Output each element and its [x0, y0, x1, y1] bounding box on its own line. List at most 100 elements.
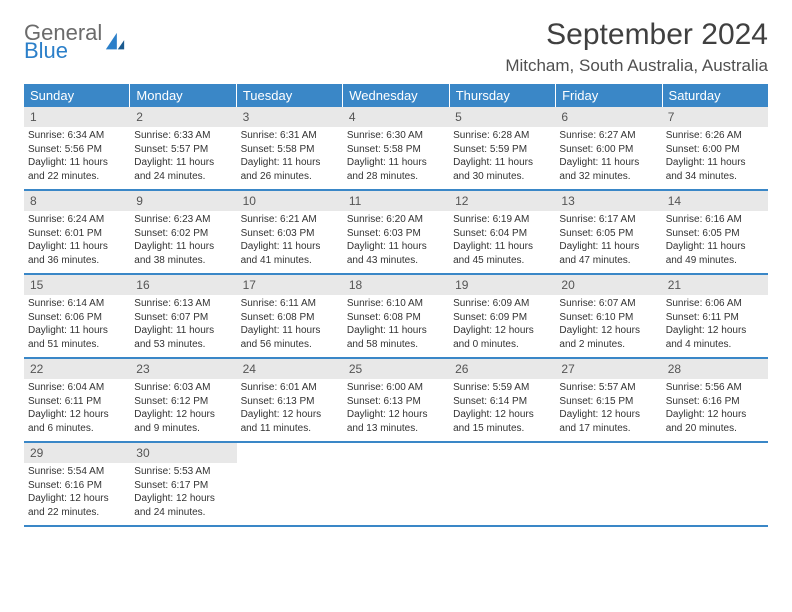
day-cell: 9 Sunrise: 6:23 AMSunset: 6:02 PMDaylight… [130, 191, 236, 273]
day-number: 16 [130, 275, 236, 295]
day-info-line: Sunset: 6:02 PM [134, 227, 232, 241]
day-info-line: and 49 minutes. [666, 254, 764, 268]
day-number: 30 [130, 443, 236, 463]
day-cell: 15Sunrise: 6:14 AMSunset: 6:06 PMDayligh… [24, 275, 130, 357]
day-info-line: Sunset: 6:16 PM [28, 479, 126, 493]
day-info-line: and 17 minutes. [559, 422, 657, 436]
day-info-line: Sunset: 6:01 PM [28, 227, 126, 241]
day-number: 26 [449, 359, 555, 379]
day-info-line: Sunrise: 6:06 AM [666, 297, 764, 311]
day-info-line: Daylight: 11 hours [28, 324, 126, 338]
day-info-line: and 45 minutes. [453, 254, 551, 268]
day-cell: 30Sunrise: 5:53 AMSunset: 6:17 PMDayligh… [130, 443, 236, 525]
day-number: 20 [555, 275, 661, 295]
day-info-line: Sunset: 6:03 PM [347, 227, 445, 241]
day-info-line: Sunset: 6:11 PM [666, 311, 764, 325]
week-row: 8Sunrise: 6:24 AMSunset: 6:01 PMDaylight… [24, 191, 768, 275]
day-info-line: Daylight: 12 hours [28, 492, 126, 506]
day-info-line: Sunrise: 6:14 AM [28, 297, 126, 311]
day-number: 18 [343, 275, 449, 295]
day-info-line: Sunrise: 5:56 AM [666, 381, 764, 395]
day-info-line: Sunset: 6:05 PM [666, 227, 764, 241]
day-info-line: and 56 minutes. [241, 338, 339, 352]
day-number: 29 [24, 443, 130, 463]
day-cell: 4Sunrise: 6:30 AMSunset: 5:58 PMDaylight… [343, 107, 449, 189]
day-info-line: Sunrise: 6:34 AM [28, 129, 126, 143]
day-info-line: Daylight: 11 hours [666, 156, 764, 170]
day-info-line: Sunrise: 6:23 AM [134, 213, 232, 227]
day-info-line: and 32 minutes. [559, 170, 657, 184]
day-info-line: Daylight: 11 hours [241, 324, 339, 338]
month-title: September 2024 [505, 18, 768, 52]
day-cell: 23Sunrise: 6:03 AMSunset: 6:12 PMDayligh… [130, 359, 236, 441]
logo-sail-icon [104, 31, 126, 53]
day-cell: 27Sunrise: 5:57 AMSunset: 6:15 PMDayligh… [555, 359, 661, 441]
day-info-line: Daylight: 11 hours [559, 240, 657, 254]
day-info-line: and 47 minutes. [559, 254, 657, 268]
day-number: 11 [343, 191, 449, 211]
day-cell: 2Sunrise: 6:33 AMSunset: 5:57 PMDaylight… [130, 107, 236, 189]
day-info-line: Daylight: 12 hours [666, 408, 764, 422]
day-cell: 20Sunrise: 6:07 AMSunset: 6:10 PMDayligh… [555, 275, 661, 357]
day-info-line: and 24 minutes. [134, 506, 232, 520]
day-info-line: Daylight: 11 hours [134, 324, 232, 338]
day-info-line: Sunrise: 6:04 AM [28, 381, 126, 395]
day-cell: 6Sunrise: 6:27 AMSunset: 6:00 PMDaylight… [555, 107, 661, 189]
day-info-line: Sunset: 6:13 PM [347, 395, 445, 409]
day-number: 7 [662, 107, 768, 127]
day-cell [343, 443, 449, 525]
day-info-line: Sunset: 6:12 PM [134, 395, 232, 409]
day-info-line: Daylight: 12 hours [28, 408, 126, 422]
day-info-line: and 4 minutes. [666, 338, 764, 352]
day-info-line: Sunrise: 6:16 AM [666, 213, 764, 227]
day-info-line: Daylight: 11 hours [134, 240, 232, 254]
weekday-header-row: SundayMondayTuesdayWednesdayThursdayFrid… [24, 84, 768, 107]
day-cell: 11Sunrise: 6:20 AMSunset: 6:03 PMDayligh… [343, 191, 449, 273]
weekday-header: Saturday [663, 84, 768, 107]
day-info-line: Sunset: 5:59 PM [453, 143, 551, 157]
day-info-line: Sunset: 6:14 PM [453, 395, 551, 409]
day-number: 15 [24, 275, 130, 295]
day-info-line: Sunrise: 6:31 AM [241, 129, 339, 143]
day-info-line: Sunrise: 6:27 AM [559, 129, 657, 143]
day-info-line: Sunset: 6:09 PM [453, 311, 551, 325]
day-info-line: Daylight: 11 hours [241, 156, 339, 170]
day-info-line: and 51 minutes. [28, 338, 126, 352]
weekday-header: Sunday [24, 84, 130, 107]
day-cell: 14Sunrise: 6:16 AMSunset: 6:05 PMDayligh… [662, 191, 768, 273]
day-info-line: Sunrise: 6:20 AM [347, 213, 445, 227]
day-info-line: Sunrise: 6:11 AM [241, 297, 339, 311]
day-info-line: Daylight: 12 hours [559, 324, 657, 338]
day-info-line: Sunrise: 6:03 AM [134, 381, 232, 395]
day-info-line: Sunrise: 6:13 AM [134, 297, 232, 311]
day-info-line: and 30 minutes. [453, 170, 551, 184]
day-info-line: Sunset: 5:57 PM [134, 143, 232, 157]
calendar: SundayMondayTuesdayWednesdayThursdayFrid… [24, 84, 768, 527]
day-number: 19 [449, 275, 555, 295]
day-cell: 13Sunrise: 6:17 AMSunset: 6:05 PMDayligh… [555, 191, 661, 273]
day-info-line: and 24 minutes. [134, 170, 232, 184]
day-info-line: Sunrise: 5:53 AM [134, 465, 232, 479]
weekday-header: Monday [130, 84, 236, 107]
weekday-header: Tuesday [237, 84, 343, 107]
day-info-line: Daylight: 12 hours [453, 408, 551, 422]
day-number [343, 443, 449, 447]
day-cell: 21Sunrise: 6:06 AMSunset: 6:11 PMDayligh… [662, 275, 768, 357]
day-info-line: Daylight: 12 hours [666, 324, 764, 338]
day-number: 25 [343, 359, 449, 379]
day-info-line: and 22 minutes. [28, 506, 126, 520]
day-number: 9 [130, 191, 236, 211]
day-info-line: and 41 minutes. [241, 254, 339, 268]
day-info-line: Sunrise: 6:17 AM [559, 213, 657, 227]
weekday-header: Thursday [450, 84, 556, 107]
day-cell: 24Sunrise: 6:01 AMSunset: 6:13 PMDayligh… [237, 359, 343, 441]
day-number: 4 [343, 107, 449, 127]
day-info-line: Sunrise: 6:00 AM [347, 381, 445, 395]
day-cell: 25Sunrise: 6:00 AMSunset: 6:13 PMDayligh… [343, 359, 449, 441]
day-info-line: and 15 minutes. [453, 422, 551, 436]
day-info-line: Sunset: 6:04 PM [453, 227, 551, 241]
day-info-line: Sunrise: 5:57 AM [559, 381, 657, 395]
day-number: 5 [449, 107, 555, 127]
day-info-line: Sunset: 6:17 PM [134, 479, 232, 493]
day-number: 3 [237, 107, 343, 127]
